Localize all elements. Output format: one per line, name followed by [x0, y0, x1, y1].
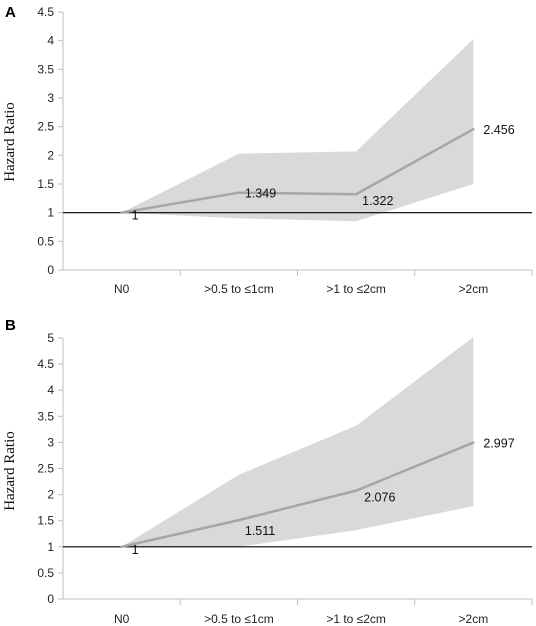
y-tick-label: 1 [47, 206, 54, 220]
hazard-ratio-line-b [121, 441, 474, 549]
y-tick-label: 2.5 [37, 120, 54, 134]
data-point [354, 489, 358, 492]
y-tick-label: 4.5 [37, 5, 54, 19]
y-tick-label: 1.5 [37, 177, 54, 191]
chart-panel-a: 0 0.5 1 1.5 2 2.5 3 3.5 4 4.5 N0 >0.5 to ≤1cm >1 to … [2, 4, 533, 296]
data-point [120, 545, 123, 548]
y-tick-label: 3.5 [37, 62, 54, 76]
hazard-ratio-chart-a: 0 0.5 1 1.5 2 2.5 3 3.5 4 4.5 N0 >0.5 to ≤1cm >1 to … [2, 4, 533, 296]
x-tick-label: >2cm [459, 282, 489, 296]
y-tick-label: 5 [47, 331, 54, 345]
data-point [472, 127, 475, 131]
y-tick-label: 3.5 [37, 409, 54, 423]
y-tick-label: 0 [47, 263, 54, 277]
data-label: 1 [132, 209, 139, 223]
y-tick-label: 0 [47, 592, 54, 606]
y-tick-label: 2 [47, 488, 54, 502]
y-tick-label: 4.5 [37, 357, 54, 371]
y-tick-label: 1.5 [37, 514, 54, 528]
data-point [120, 211, 123, 214]
y-tick-label: 2 [47, 148, 54, 162]
data-label: 1.349 [245, 187, 276, 201]
x-tick-label: >0.5 to ≤1cm [204, 612, 274, 626]
x-tick-label: >0.5 to ≤1cm [204, 282, 274, 296]
data-label: 2.456 [483, 123, 514, 137]
y-tick-label: 0.5 [37, 234, 54, 248]
confidence-band-a [121, 38, 474, 222]
x-tick-label: >2cm [459, 612, 489, 626]
panel-label-b: B [5, 317, 16, 334]
x-tick-label: N0 [114, 612, 130, 626]
x-tick-label: >1 to ≤2cm [326, 282, 386, 296]
hazard-ratio-chart-b: 0 0.5 1 1.5 2 2.5 3 3.5 4 4.5 5 N0 >0.5 to ≤1cm >1 to… [2, 317, 533, 626]
data-label: 1.511 [245, 524, 275, 538]
confidence-band-b [121, 336, 474, 547]
data-label: 2.997 [483, 437, 514, 451]
y-tick-label: 1 [47, 540, 54, 554]
data-point [472, 441, 475, 444]
data-point [237, 191, 241, 194]
y-tick-label: 3 [47, 91, 54, 105]
data-label: 2.076 [364, 491, 395, 505]
data-point [237, 518, 241, 522]
chart-panel-b: 0 0.5 1 1.5 2 2.5 3 3.5 4 4.5 5 N0 >0.5 to ≤1cm >1 to… [0, 313, 536, 626]
data-label: 1 [132, 543, 139, 557]
x-tick-label: N0 [114, 282, 130, 296]
y-axis-title-a: Hazard Ratio [2, 102, 18, 182]
y-tick-label: 4 [47, 383, 54, 397]
y-tick-label: 2.5 [37, 462, 54, 476]
y-tick-label: 3 [47, 435, 54, 449]
data-label: 1.322 [362, 194, 393, 208]
x-tick-label: >1 to ≤2cm [326, 612, 386, 626]
y-tick-label: 0.5 [37, 566, 54, 580]
y-axis-title-b: Hazard Ratio [2, 431, 18, 511]
y-tick-label: 4 [47, 34, 54, 48]
data-point [354, 193, 358, 196]
hazard-ratio-line-a [121, 128, 474, 214]
panel-label-a: A [5, 4, 16, 21]
